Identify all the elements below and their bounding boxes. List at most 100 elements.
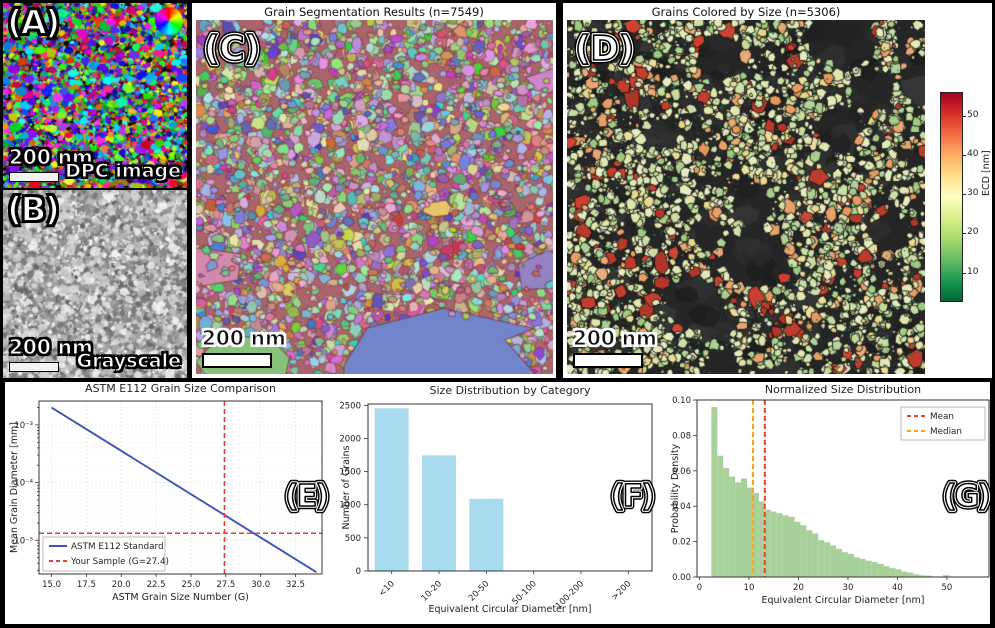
- svg-text:20: 20: [793, 583, 804, 593]
- svg-text:ASTM Grain Size Number (G): ASTM Grain Size Number (G): [112, 592, 249, 603]
- svg-text:(G): (G): [943, 479, 989, 514]
- dpc-micrograph-image: [3, 3, 187, 188]
- colorbar-tickmark: [962, 194, 966, 196]
- colorbar-tickmark: [962, 115, 966, 117]
- svg-text:(E): (E): [285, 479, 327, 514]
- panel-a-caption: DPC image: [65, 160, 182, 183]
- svg-text:Probability Density: Probability Density: [670, 443, 681, 533]
- svg-text:500: 500: [345, 534, 361, 544]
- svg-text:50: 50: [942, 583, 953, 593]
- svg-text:(D): (D): [575, 29, 634, 69]
- grayscale-micrograph-image: [3, 190, 187, 378]
- panel-c-title: Grain Segmentation Results (n=7549): [264, 5, 484, 19]
- segmentation-map-image: (C) (C) (C) 200 nm: [196, 20, 553, 374]
- svg-text:Equivalent Circular Diameter [: Equivalent Circular Diameter [nm]: [428, 604, 591, 615]
- svg-text:(F): (F): [611, 479, 653, 514]
- panel-c-label: (C) (C) (C): [201, 26, 264, 73]
- svg-text:ASTM E112 Grain Size Compariso: ASTM E112 Grain Size Comparison: [85, 382, 276, 395]
- charts-panel: 15.0 17.5 20.0 22.5 25.0 27.5 30.0 32.5 10⁻³ 10⁻⁴…: [5, 382, 990, 624]
- size-colored-map-image: (D) (D) (D) 200 nm: [567, 20, 925, 374]
- svg-text:Normalized Size Distribution: Normalized Size Distribution: [765, 383, 921, 396]
- svg-text:<10: <10: [377, 579, 397, 599]
- svg-text:(G): (G): [943, 479, 989, 514]
- scale-bar-b: 200 nm: [9, 335, 93, 372]
- scale-bar-a-text: 200 nm: [9, 145, 94, 170]
- charts-svg: 15.0 17.5 20.0 22.5 25.0 27.5 30.0 32.5 10⁻³ 10⁻⁴…: [9, 382, 990, 615]
- scale-bar-d: 200 nm: [573, 326, 657, 368]
- panel-d-title: Grains Colored by Size (n=5306): [651, 5, 841, 19]
- svg-text:Median: Median: [930, 427, 962, 437]
- segmentation-canvas: [196, 20, 553, 374]
- svg-text:22.5: 22.5: [147, 580, 166, 590]
- svg-text:0.06: 0.06: [672, 467, 691, 477]
- svg-text:ASTM E112 Standard: ASTM E112 Standard: [71, 542, 164, 552]
- panel-d-grains-by-size: Grains Colored by Size (n=5306) (D) (D) …: [563, 3, 992, 378]
- svg-text:(G): (G): [943, 479, 989, 514]
- svg-text:40: 40: [892, 583, 903, 593]
- colorbar-tickmark: [962, 233, 966, 235]
- svg-text:20.0: 20.0: [112, 580, 131, 590]
- svg-text:10-20: 10-20: [420, 579, 445, 604]
- hue-colorwheel-icon: [155, 7, 183, 35]
- svg-text:1000: 1000: [339, 501, 361, 511]
- svg-text:Number of Grains: Number of Grains: [341, 445, 352, 529]
- ecd-colorbar: [940, 92, 963, 302]
- colorbar-tick-label: 30: [967, 188, 979, 199]
- svg-text:Equivalent Circular Diameter [: Equivalent Circular Diameter [nm]: [761, 595, 924, 606]
- scale-bar-c-text: 200 nm: [202, 326, 287, 351]
- svg-text:(F): (F): [611, 479, 653, 514]
- scale-bar-b-bar: [9, 362, 59, 372]
- colorbar-tick-label: 40: [967, 148, 979, 159]
- scale-bar-b-text: 200 nm: [9, 335, 94, 360]
- svg-text:0: 0: [356, 567, 361, 577]
- svg-text:25.0: 25.0: [181, 580, 200, 590]
- svg-text:(C): (C): [204, 29, 260, 69]
- svg-text:0.00: 0.00: [672, 573, 691, 583]
- panel-b-caption: Grayscale: [76, 350, 181, 373]
- svg-text:(F): (F): [611, 479, 653, 514]
- scale-bar-a-bar: [9, 172, 59, 182]
- svg-text:(E): (E): [285, 479, 327, 514]
- panel-a-dpc-image: (A) 200 nm DPC image: [3, 3, 187, 188]
- svg-text:Mean: Mean: [930, 412, 954, 422]
- svg-text:10⁻⁵: 10⁻⁵: [14, 536, 33, 546]
- colorbar-tick-label: 50: [967, 109, 979, 120]
- colorbar-tickmark: [962, 154, 966, 156]
- scale-bar-a: 200 nm: [9, 145, 93, 182]
- scale-bar-c: 200 nm: [202, 326, 286, 368]
- svg-text:0.04: 0.04: [672, 502, 691, 512]
- svg-text:0.08: 0.08: [672, 431, 691, 441]
- scale-bar-d-bar: [573, 353, 643, 368]
- svg-text:(D): (D): [575, 29, 634, 69]
- svg-text:1500: 1500: [339, 468, 361, 478]
- svg-text:(C): (C): [204, 29, 260, 69]
- svg-text:0: 0: [697, 583, 702, 593]
- ecd-colorbar-label: ECD [nm]: [981, 150, 992, 196]
- size-map-canvas: [567, 20, 925, 374]
- svg-text:(E): (E): [285, 479, 327, 514]
- panel-a-label: (A): [6, 3, 61, 44]
- colorbar-tick-label: 20: [967, 227, 979, 238]
- svg-text:(D): (D): [575, 29, 634, 69]
- panel-d-label: (D) (D) (D): [572, 26, 638, 73]
- panel-c-grain-segmentation: Grain Segmentation Results (n=7549) (C) …: [192, 3, 556, 378]
- svg-text:(C): (C): [204, 29, 260, 69]
- colorbar-tick-label: 10: [967, 266, 979, 277]
- svg-text:27.5: 27.5: [216, 580, 235, 590]
- svg-text:2000: 2000: [339, 434, 361, 444]
- svg-text:17.5: 17.5: [77, 580, 96, 590]
- panel-b-label: (B): [6, 190, 61, 231]
- svg-text:Mean Grain Diameter [mm]: Mean Grain Diameter [mm]: [9, 422, 20, 553]
- scale-bar-d-text: 200 nm: [573, 326, 658, 351]
- svg-text:10⁻³: 10⁻³: [14, 421, 33, 431]
- svg-text:10: 10: [744, 583, 755, 593]
- svg-text:2500: 2500: [339, 401, 361, 411]
- svg-text:32.5: 32.5: [286, 580, 305, 590]
- svg-text:10⁻⁴: 10⁻⁴: [14, 479, 33, 489]
- svg-text:Your Sample (G=27.4): Your Sample (G=27.4): [70, 557, 169, 567]
- svg-text:20-50: 20-50: [467, 579, 492, 604]
- svg-text:30: 30: [843, 583, 854, 593]
- svg-text:>200: >200: [610, 579, 634, 603]
- panel-b-grayscale-image: (B) 200 nm Grayscale: [3, 190, 187, 378]
